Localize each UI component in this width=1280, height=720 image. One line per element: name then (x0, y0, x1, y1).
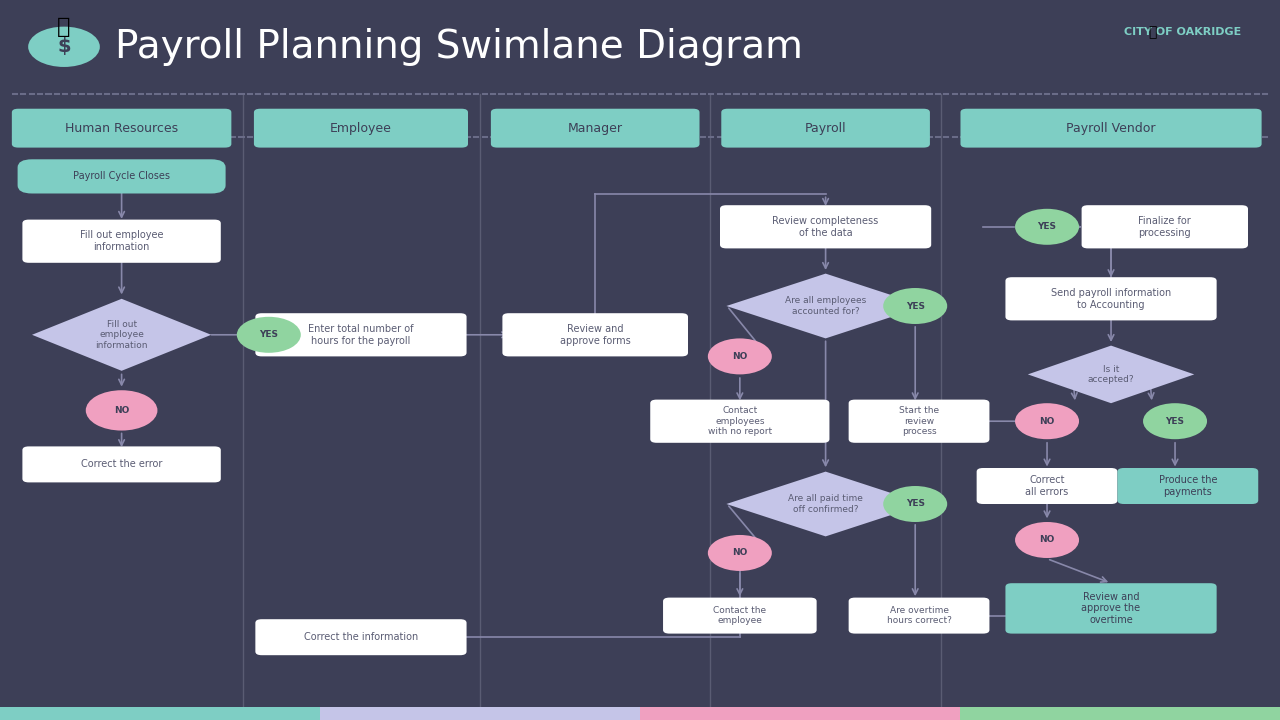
Text: Contact
employees
with no report: Contact employees with no report (708, 406, 772, 436)
FancyBboxPatch shape (23, 220, 221, 263)
Circle shape (237, 317, 301, 353)
Circle shape (883, 486, 947, 522)
Text: YES: YES (906, 302, 924, 310)
Text: YES: YES (1038, 222, 1056, 231)
Text: Review completeness
of the data: Review completeness of the data (772, 216, 879, 238)
FancyBboxPatch shape (650, 400, 829, 443)
Circle shape (1015, 522, 1079, 558)
FancyBboxPatch shape (960, 109, 1262, 148)
Text: Fill out employee
information: Fill out employee information (79, 230, 164, 252)
Text: Correct the information: Correct the information (303, 632, 419, 642)
Text: YES: YES (260, 330, 278, 339)
Text: $: $ (58, 37, 70, 56)
FancyBboxPatch shape (503, 313, 689, 356)
Text: Send payroll information
to Accounting: Send payroll information to Accounting (1051, 288, 1171, 310)
Circle shape (708, 535, 772, 571)
FancyBboxPatch shape (849, 400, 989, 443)
Text: Manager: Manager (568, 122, 622, 135)
Text: Human Resources: Human Resources (65, 122, 178, 135)
Text: 🍃: 🍃 (1148, 25, 1156, 40)
Text: Employee: Employee (330, 122, 392, 135)
Bar (640, 707, 960, 720)
FancyBboxPatch shape (255, 619, 466, 655)
Text: Review and
approve forms: Review and approve forms (559, 324, 631, 346)
Polygon shape (727, 472, 925, 536)
Bar (0, 0, 1280, 94)
Polygon shape (1028, 346, 1194, 403)
Bar (320, 707, 640, 720)
Circle shape (28, 27, 100, 67)
Text: Start the
review
process: Start the review process (899, 406, 940, 436)
Circle shape (1143, 403, 1207, 439)
FancyBboxPatch shape (719, 205, 932, 248)
Text: Finalize for
processing: Finalize for processing (1138, 216, 1192, 238)
Circle shape (86, 390, 157, 431)
FancyBboxPatch shape (23, 446, 221, 482)
Text: 👛: 👛 (58, 17, 70, 37)
Text: Review and
approve the
overtime: Review and approve the overtime (1082, 592, 1140, 625)
Circle shape (708, 338, 772, 374)
Polygon shape (727, 274, 925, 338)
Polygon shape (32, 299, 211, 371)
FancyBboxPatch shape (255, 313, 466, 356)
Text: Produce the
payments: Produce the payments (1158, 475, 1217, 497)
Text: Are all paid time
off confirmed?: Are all paid time off confirmed? (788, 495, 863, 513)
Text: NO: NO (114, 406, 129, 415)
FancyBboxPatch shape (722, 109, 929, 148)
Text: Payroll Planning Swimlane Diagram: Payroll Planning Swimlane Diagram (115, 28, 803, 66)
Text: Payroll Vendor: Payroll Vendor (1066, 122, 1156, 135)
Text: CITY OF OAKRIDGE: CITY OF OAKRIDGE (1124, 27, 1242, 37)
Text: Payroll Cycle Closes: Payroll Cycle Closes (73, 171, 170, 181)
Text: YES: YES (906, 500, 924, 508)
Text: NO: NO (1039, 536, 1055, 544)
Circle shape (1015, 403, 1079, 439)
Text: Is it
accepted?: Is it accepted? (1088, 365, 1134, 384)
FancyBboxPatch shape (1006, 277, 1217, 320)
Text: Enter total number of
hours for the payroll: Enter total number of hours for the payr… (308, 324, 413, 346)
FancyBboxPatch shape (1117, 468, 1258, 504)
Text: Correct
all errors: Correct all errors (1025, 475, 1069, 497)
Bar (0, 707, 320, 720)
Text: Payroll: Payroll (805, 122, 846, 135)
FancyBboxPatch shape (12, 109, 232, 148)
FancyBboxPatch shape (977, 468, 1117, 504)
Text: NO: NO (1039, 417, 1055, 426)
Text: Are overtime
hours correct?: Are overtime hours correct? (887, 606, 951, 625)
Bar (960, 707, 1280, 720)
Text: Contact the
employee: Contact the employee (713, 606, 767, 625)
FancyBboxPatch shape (492, 109, 699, 148)
FancyBboxPatch shape (1082, 205, 1248, 248)
FancyBboxPatch shape (663, 598, 817, 634)
Text: YES: YES (1166, 417, 1184, 426)
FancyBboxPatch shape (849, 598, 989, 634)
FancyBboxPatch shape (18, 159, 225, 194)
Circle shape (1015, 209, 1079, 245)
Text: NO: NO (732, 352, 748, 361)
Circle shape (883, 288, 947, 324)
FancyBboxPatch shape (1006, 583, 1217, 634)
Text: NO: NO (732, 549, 748, 557)
Text: Are all employees
accounted for?: Are all employees accounted for? (785, 297, 867, 315)
FancyBboxPatch shape (253, 109, 468, 148)
Text: Correct the error: Correct the error (81, 459, 163, 469)
Text: Fill out
employee
information: Fill out employee information (95, 320, 148, 350)
